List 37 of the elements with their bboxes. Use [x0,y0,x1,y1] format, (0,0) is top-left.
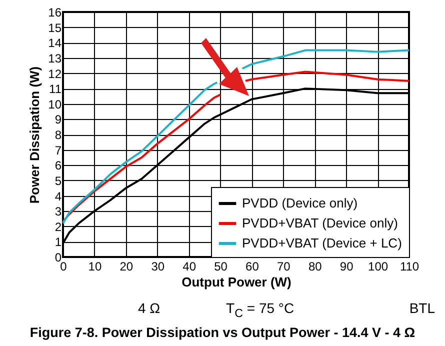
text: 4 Ω [138,300,160,316]
y-tick-label: 8 [54,128,62,142]
y-tick-label: 9 [54,112,62,127]
y-tick-label: 12 [48,66,62,81]
y-tick-label: 5 [54,174,62,188]
x-tick-label: 40 [182,260,196,274]
x-tick-label: 90 [340,260,354,274]
x-tick-label: 110 [400,260,420,274]
x-axis-title: Output Power (W) [182,274,292,290]
x-tick-label: 80 [308,260,322,274]
x-tick-label: 20 [120,260,134,274]
x-tick-label: 50 [214,260,228,274]
y-tick-label: 3 [54,204,62,219]
legend-label: PVDD (Device only) [242,196,358,210]
y-tick-label: 16 [48,6,62,20]
legend-label: PVDD+VBAT (Device + LC) [242,236,402,250]
x-tick-label: 10 [88,260,102,274]
y-tick-label: 4 [54,189,62,204]
x-tick-label: 100 [368,260,388,274]
y-tick-label: 15 [48,20,62,35]
y-axis-title: Power Dissipation (W) [27,66,42,204]
text: Figure 7-8. Power Dissipation vs Output Power - 14.4 V - 4 Ω [28,325,416,340]
y-tick-label: 2 [54,220,62,234]
y-tick-label: 0 [54,250,62,264]
y-tick-label: 11 [49,82,62,96]
y-tick-label: 13 [48,51,62,66]
text: BTL [409,300,435,316]
x-tick-label: 70 [277,260,291,274]
y-tick-label: 1 [54,235,62,250]
text: T$_{C}$ = 75 °C [226,300,294,320]
y-tick-label: 10 [48,97,62,112]
x-tick-label: 30 [151,260,165,274]
x-tick-label: 60 [246,260,260,274]
y-tick-label: 6 [54,158,62,173]
y-tick-label: 14 [48,36,62,50]
legend-label: PVDD+VBAT (Device only) [242,216,398,230]
y-tick-label: 7 [54,143,62,158]
